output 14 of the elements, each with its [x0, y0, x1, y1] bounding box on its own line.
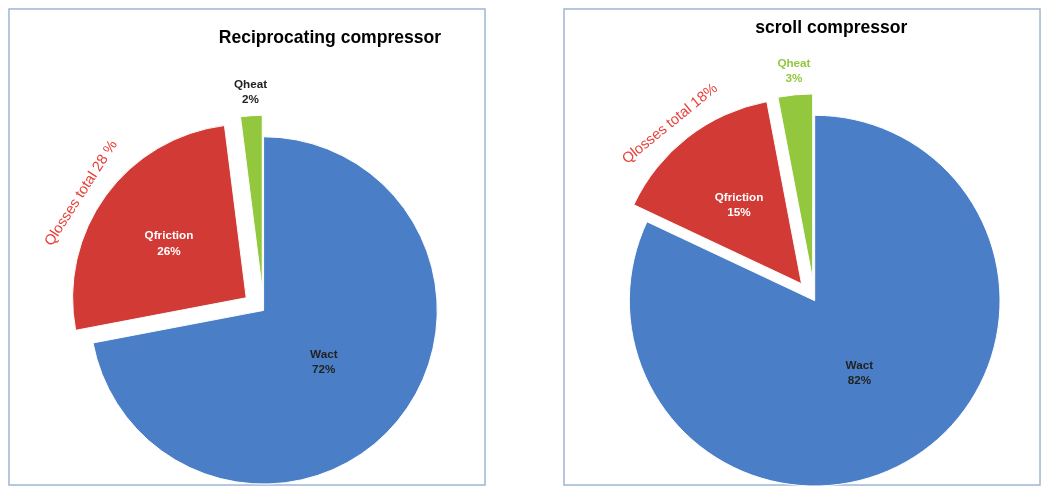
- chart-title: scroll compressor: [755, 17, 908, 38]
- slice-label: Wact: [845, 357, 874, 371]
- slice-label: Qheat: [233, 77, 268, 91]
- data-label: 2%: [242, 92, 260, 106]
- data-label: 72%: [312, 362, 337, 376]
- chart-title: Reciprocating compressor: [218, 27, 442, 48]
- data-label: 26%: [157, 243, 182, 257]
- slice-label: Qfriction: [144, 228, 194, 242]
- data-label: 82%: [847, 372, 872, 386]
- data-label: 15%: [727, 205, 752, 219]
- slice-label: Qheat: [777, 56, 811, 70]
- data-label: 3%: [785, 71, 803, 85]
- slice-label: Qfriction: [714, 189, 764, 203]
- slice-label: Wact: [310, 346, 338, 360]
